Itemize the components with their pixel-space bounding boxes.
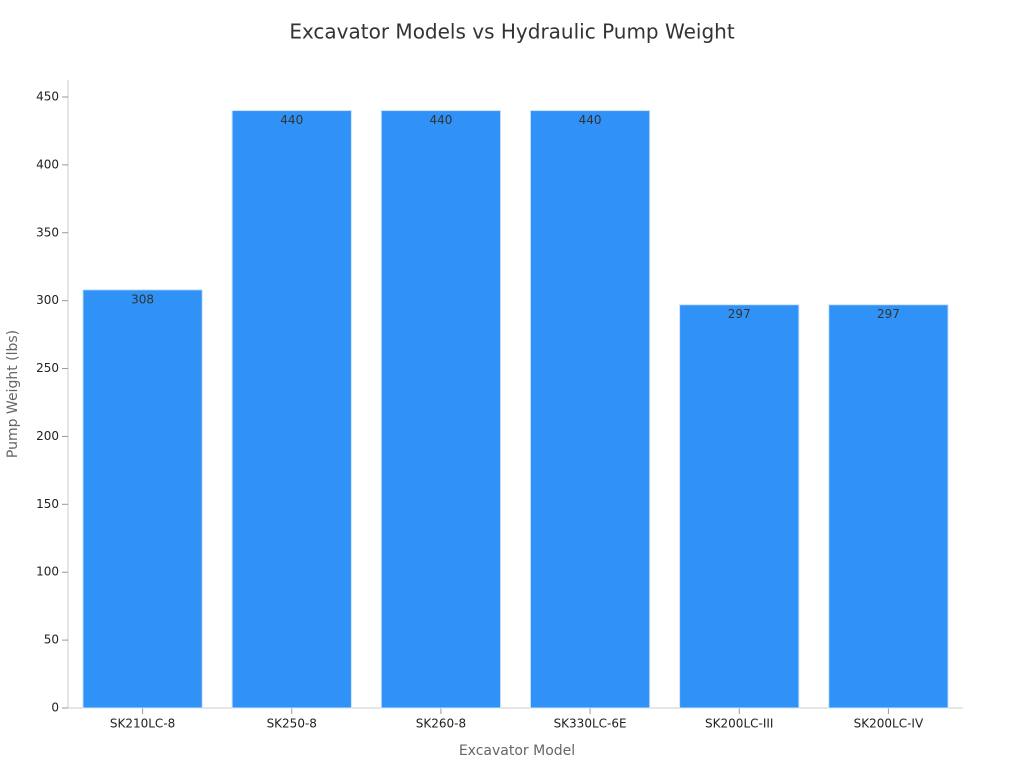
x-tick-label: SK260-8 [416, 717, 466, 731]
bar [231, 110, 352, 709]
value-label: 308 [131, 292, 154, 306]
y-tick-label: 250 [36, 361, 59, 375]
y-tick-label: 400 [36, 157, 59, 171]
x-tick-label: SK210LC-8 [110, 717, 175, 731]
bar [82, 289, 203, 709]
value-label: 440 [280, 113, 303, 127]
value-label: 440 [579, 113, 602, 127]
chart-title: Excavator Models vs Hydraulic Pump Weigh… [289, 20, 735, 44]
y-tick-label: 200 [36, 429, 59, 443]
bar [679, 304, 800, 709]
bar [380, 110, 502, 709]
y-tick-label: 50 [44, 633, 59, 647]
y-axis-label: Pump Weight (lbs) [5, 330, 21, 458]
x-tick-label: SK250-8 [267, 717, 317, 731]
x-tick-label: SK330LC-6E [554, 717, 627, 731]
y-tick-label: 100 [36, 565, 59, 579]
y-tick-label: 300 [36, 293, 59, 307]
value-label: 297 [728, 307, 751, 321]
x-tick-label: SK200LC-IV [854, 717, 924, 731]
value-label: 297 [877, 307, 900, 321]
y-tick-label: 0 [51, 701, 59, 715]
y-tick-label: 350 [36, 225, 59, 239]
bar [529, 110, 651, 709]
x-axis-label: Excavator Model [459, 743, 575, 759]
y-tick-label: 450 [36, 89, 59, 103]
bar [828, 304, 949, 709]
x-tick-label: SK200LC-III [705, 717, 773, 731]
value-label: 440 [429, 113, 452, 127]
y-tick-label: 150 [36, 497, 59, 511]
